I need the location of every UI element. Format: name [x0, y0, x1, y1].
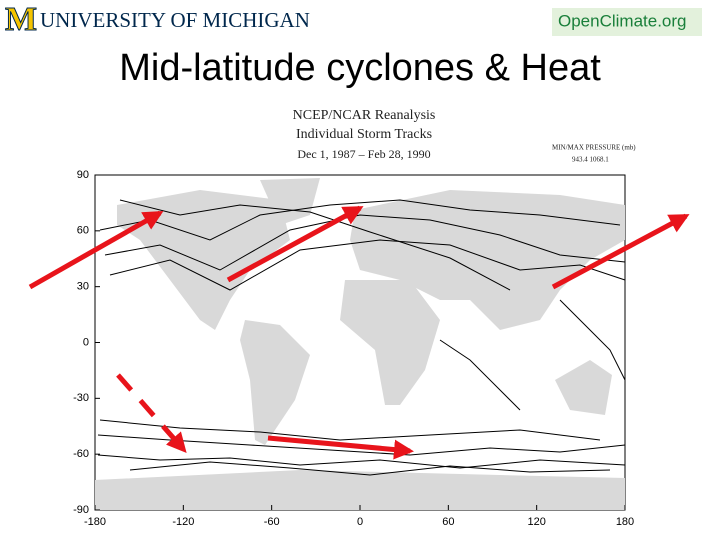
- logo-letter: M: [5, 1, 37, 38]
- lat-tick-label: 90: [77, 169, 89, 181]
- figure-title: Individual Storm Tracks: [296, 127, 432, 142]
- lat-tick-label: 0: [83, 336, 89, 348]
- continents: [95, 178, 625, 510]
- lat-tick-label: 30: [77, 281, 89, 293]
- lon-tick-label: -120: [172, 516, 194, 528]
- lon-tick-label: 60: [442, 516, 454, 528]
- lat-tick-label: -60: [73, 448, 89, 460]
- lat-tick-label: 60: [77, 225, 89, 237]
- lon-tick-label: -180: [84, 516, 106, 528]
- map: [94, 174, 626, 511]
- university-name: UNIVERSITY OF MICHIGAN: [40, 8, 310, 32]
- legend-values: 943.4 1068.1: [572, 156, 609, 164]
- partner-name: OpenClimate.org: [558, 11, 687, 30]
- partner-box: [552, 8, 702, 36]
- legend-title: MIN/MAX PRESSURE (mb): [552, 144, 636, 152]
- lon-tick-label: 180: [616, 516, 634, 528]
- figure-title: Dec 1, 1987 – Feb 28, 1990: [297, 147, 430, 161]
- lon-tick-label: 120: [527, 516, 545, 528]
- lon-tick-label: 0: [357, 516, 363, 528]
- figure-title: NCEP/NCAR Reanalysis: [293, 108, 436, 123]
- lon-tick-label: -60: [264, 516, 280, 528]
- slide-title: Mid-latitude cyclones & Heat: [119, 47, 601, 89]
- lat-tick-label: -30: [73, 392, 89, 404]
- arrows: [28, 205, 690, 460]
- lat-tick-label: -90: [73, 504, 89, 516]
